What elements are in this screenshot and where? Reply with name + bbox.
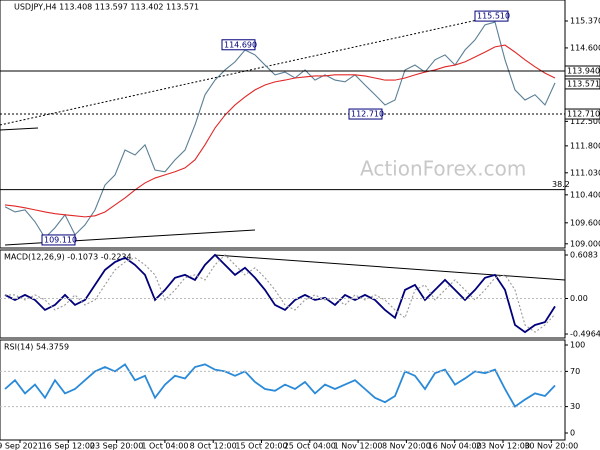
price-label: 112.710	[567, 110, 600, 119]
y-tick-label: 115.370	[570, 16, 600, 25]
series-line	[5, 254, 556, 333]
annotation-box	[221, 39, 256, 51]
annotation-label: 114.690	[224, 40, 257, 49]
y-tick-label: 109.000	[570, 239, 600, 248]
y-tick-label: 70	[570, 367, 580, 376]
price-box	[564, 78, 600, 90]
trend-line	[0, 127, 39, 131]
y-tick-label: 109.600	[570, 218, 600, 227]
annotation-box	[348, 108, 383, 120]
y-tick-label: 100	[570, 341, 585, 350]
watermark: ActionForex.com	[360, 157, 526, 181]
x-tick-label: 30 Nov 20:00	[524, 442, 578, 450]
x-tick-label: 23 Sep 20:00	[90, 442, 143, 450]
trend-line	[214, 254, 566, 281]
price-panel	[0, 0, 566, 249]
price-label: 113.940	[567, 67, 600, 76]
y-tick-label: 0.00	[570, 294, 588, 303]
y-tick-label: 110.400	[570, 190, 600, 199]
y-tick-label: 114.600	[570, 43, 600, 52]
x-tick-label: 16 Nov 04:00	[428, 442, 482, 450]
x-tick-label: 9 Sep 2021	[0, 442, 43, 450]
series-line	[4, 253, 556, 334]
price-label: 113.571	[567, 79, 600, 88]
x-tick-label: 8 Nov 20:00	[382, 442, 431, 450]
y-tick-label: 30	[570, 402, 580, 411]
rsi-panel	[0, 339, 566, 441]
annotation-box	[41, 234, 76, 246]
series-line	[4, 363, 556, 408]
y-tick-label: -0.4964	[570, 330, 600, 339]
y-tick-label: 111.800	[570, 141, 600, 150]
annotation-label: 112.710	[351, 110, 384, 119]
macd-panel	[0, 249, 566, 339]
macd-title: MACD(12,26,9) -0.1073 -0.2234	[4, 253, 132, 262]
chart-title: USDJPY,H4 113.408 113.597 113.402 113.57…	[14, 3, 199, 12]
annotation-label: 115.510	[477, 12, 510, 21]
x-tick-label: 1 Nov 12:00	[334, 442, 383, 450]
x-tick-label: 8 Oct 12:00	[190, 442, 237, 450]
y-tick-label: 112.500	[570, 117, 600, 126]
y-tick-label: 0.6083	[570, 250, 598, 259]
x-tick-label: 15 Oct 20:00	[235, 442, 287, 450]
annotation-label: 109.110	[44, 235, 77, 244]
rsi-title: RSI(14) 54.3759	[4, 343, 69, 352]
price-box	[564, 65, 600, 77]
x-tick-label: 1 Oct 04:00	[141, 442, 188, 450]
x-tick-label: 25 Oct 04:00	[284, 442, 336, 450]
price-box	[564, 108, 600, 120]
y-tick-label: 0	[570, 429, 575, 438]
series-line	[4, 44, 556, 218]
y-tick-label: 111.030	[570, 168, 600, 177]
fib-label: 38.2	[552, 180, 570, 189]
trend-line	[0, 14, 501, 126]
x-tick-label: 16 Sep 12:00	[42, 442, 95, 450]
x-tick-label: 23 Nov 12:00	[476, 442, 530, 450]
annotation-box	[474, 10, 509, 22]
series-line	[4, 21, 556, 239]
